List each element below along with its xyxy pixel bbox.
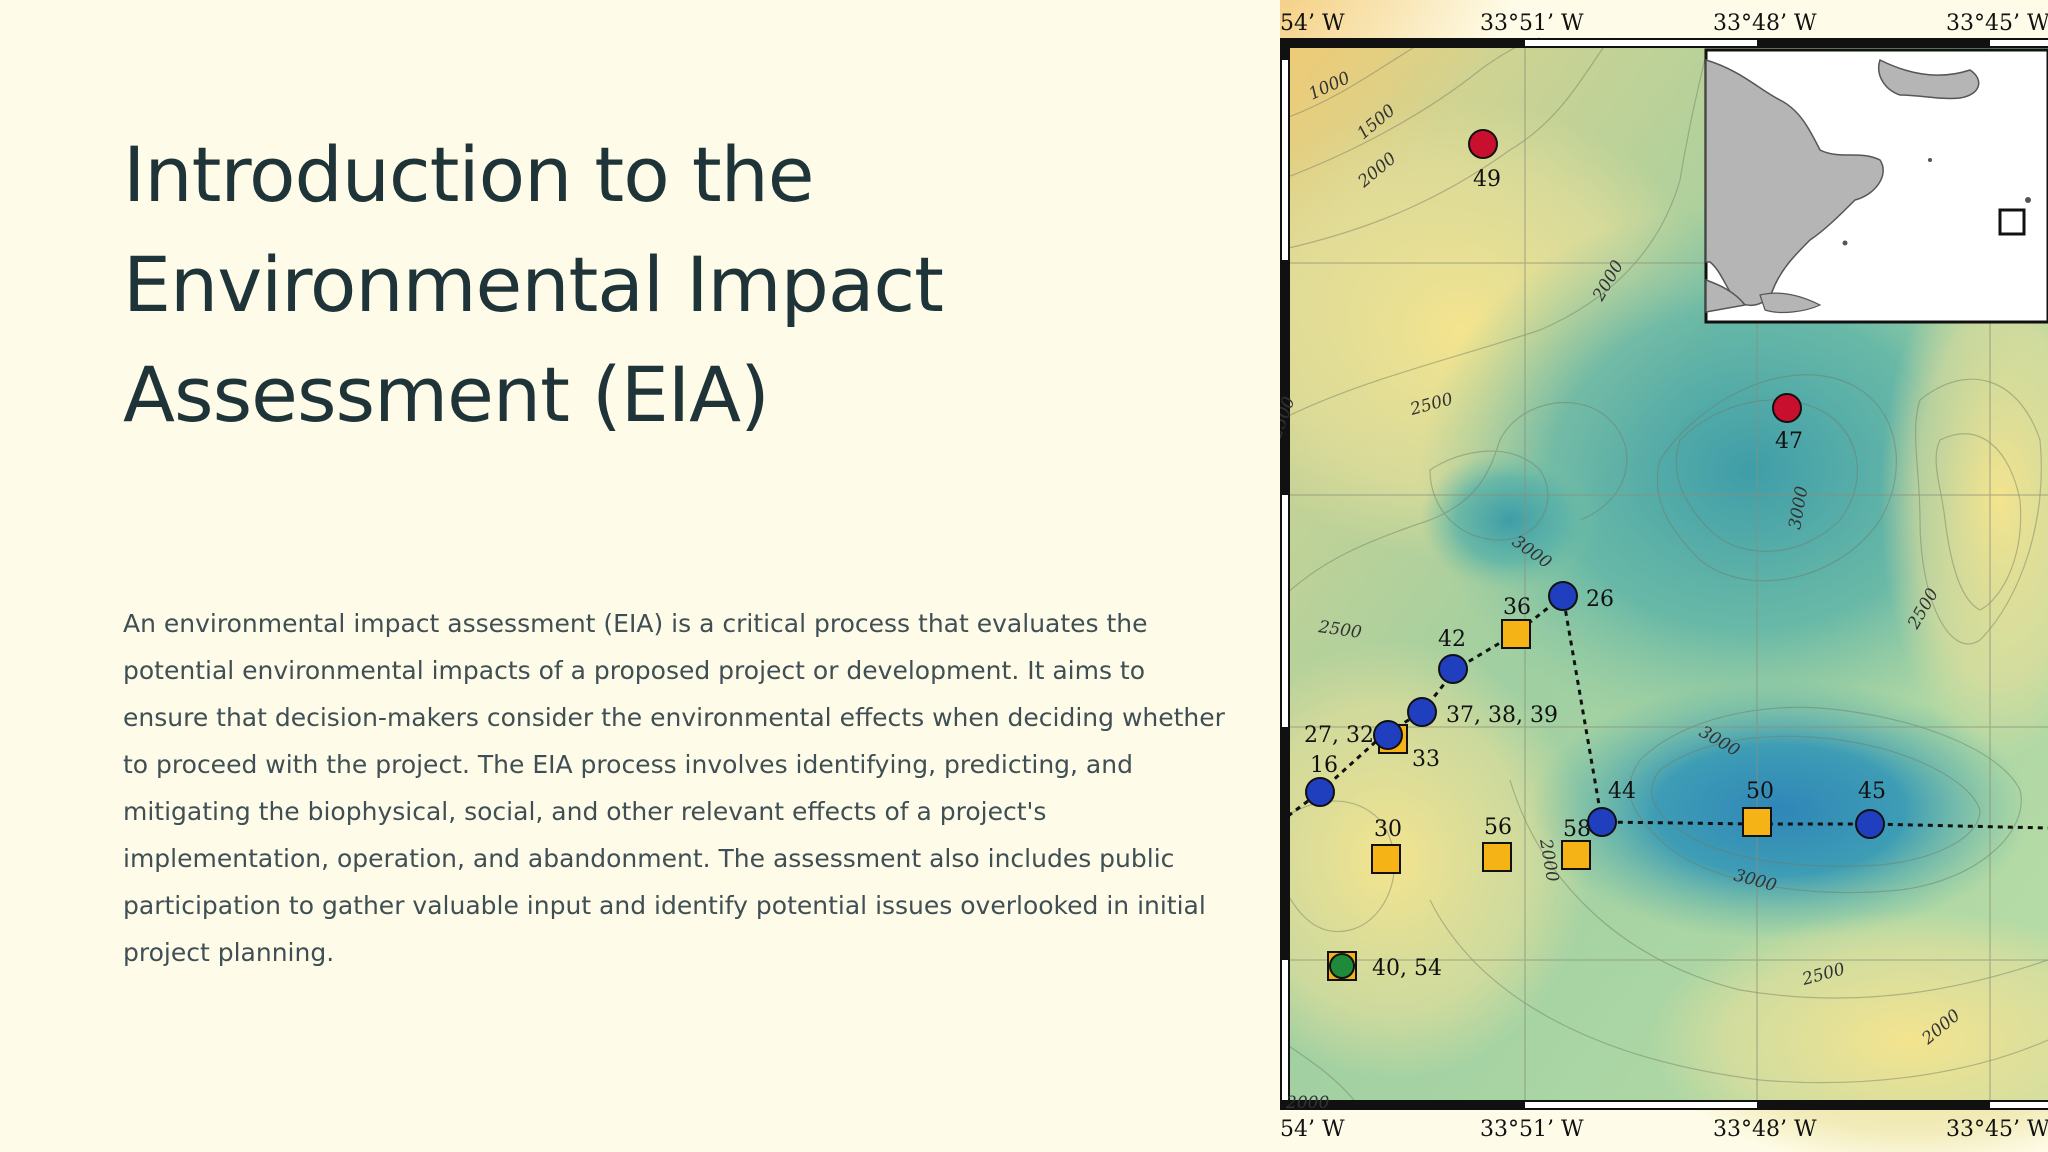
station-49-marker: [1468, 129, 1498, 159]
bathymetry-map-image: 54’ W 33°51’ W 33°48’ W 33°45’ W 54’ W 3…: [1280, 0, 2048, 1152]
station-45-marker: [1855, 809, 1885, 839]
lon-label: 54’ W: [1280, 11, 1345, 36]
station-42-marker: [1438, 654, 1468, 684]
station-26-marker: [1548, 581, 1578, 611]
lon-label: 54’ W: [1280, 1117, 1345, 1142]
station-label: 42: [1438, 627, 1466, 652]
station-47-marker: [1772, 393, 1802, 423]
station-30-marker: [1371, 844, 1401, 874]
body-line: potential environmental impacts of a pro…: [123, 656, 1146, 685]
title-line: Introduction to the: [123, 130, 815, 219]
lon-label: 33°48’ W: [1713, 1117, 1817, 1142]
contour-label: 2000: [1285, 1093, 1329, 1113]
station-label: 30: [1374, 817, 1402, 842]
station-label: 44: [1608, 779, 1636, 804]
station-label: 26: [1586, 587, 1614, 612]
slide-title: Introduction to the Environmental Impact…: [123, 120, 1123, 450]
station-label: 40, 54: [1372, 956, 1442, 981]
station-label: 45: [1858, 779, 1886, 804]
station-label: 16: [1310, 753, 1338, 778]
inset-locator-map: [1704, 48, 2048, 324]
title-line: Environmental Impact: [123, 240, 944, 329]
track-start-marker: [1280, 812, 1290, 834]
station-labels: 49 47 26 36 42 37, 38, 39 27, 32 33 16 4…: [1304, 167, 1886, 981]
text-panel: Introduction to the Environmental Impact…: [123, 120, 1225, 976]
longitude-labels-top: 54’ W 33°51’ W 33°48’ W 33°45’ W: [1280, 11, 2048, 36]
station-label: 37, 38, 39: [1446, 703, 1558, 728]
slide-body-text: An environmental impact assessment (EIA)…: [123, 600, 1225, 976]
station-40-marker: [1329, 953, 1355, 979]
body-line: to proceed with the project. The EIA pro…: [123, 750, 1133, 779]
station-label: 47: [1775, 429, 1803, 454]
station-56-marker: [1482, 842, 1512, 872]
lon-label: 33°45’ W: [1946, 1117, 2048, 1142]
body-line: participation to gather valuable input a…: [123, 891, 1206, 920]
station-label: 50: [1746, 779, 1774, 804]
station-label: 58: [1563, 817, 1591, 842]
station-label: 49: [1473, 167, 1501, 192]
body-line: project planning.: [123, 938, 335, 967]
station-label: 56: [1484, 815, 1512, 840]
lon-label: 33°51’ W: [1480, 1117, 1584, 1142]
station-label: 33: [1412, 747, 1440, 772]
lon-label: 33°48’ W: [1713, 11, 1817, 36]
station-36-marker: [1501, 619, 1531, 649]
body-line: ensure that decision-makers consider the…: [123, 703, 1225, 732]
station-16-marker: [1305, 777, 1335, 807]
station-44-marker: [1587, 807, 1617, 837]
longitude-labels-bottom: 54’ W 33°51’ W 33°48’ W 33°45’ W: [1280, 1117, 2048, 1142]
lon-label: 33°51’ W: [1480, 11, 1584, 36]
body-line: An environmental impact assessment (EIA)…: [123, 609, 1148, 638]
station-label: 36: [1503, 595, 1531, 620]
station-27-marker: [1373, 720, 1403, 750]
station-label: 27, 32: [1304, 723, 1374, 748]
station-37-marker: [1407, 697, 1437, 727]
lon-label: 33°45’ W: [1946, 11, 2048, 36]
station-58-marker: [1561, 840, 1591, 870]
body-line: implementation, operation, and abandonme…: [123, 844, 1175, 873]
body-line: mitigating the biophysical, social, and …: [123, 797, 1047, 826]
station-markers: [1305, 129, 1885, 981]
contour-lines: [1280, 37, 2048, 1109]
title-line: Assessment (EIA): [123, 350, 770, 439]
station-50-marker: [1742, 807, 1772, 837]
